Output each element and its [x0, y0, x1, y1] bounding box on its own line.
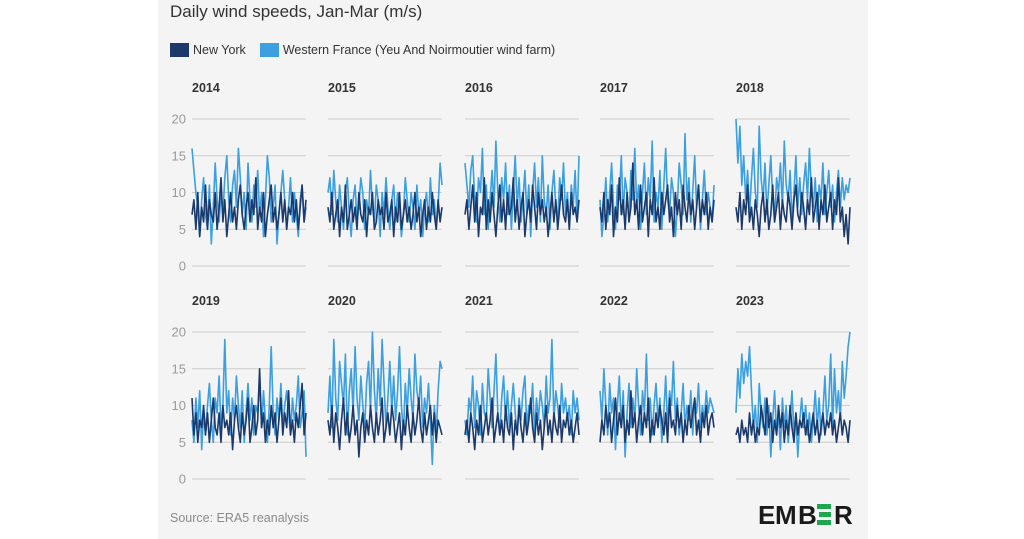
- ember-logo-letter: R: [834, 501, 853, 529]
- series-line-western-france: [327, 331, 443, 466]
- y-tick-label: 15: [172, 148, 186, 163]
- panel-2014: 0 5 10 15 20 2014: [172, 81, 307, 274]
- legend-entry-western-france: Western France (Yeu And Noirmoutier wind…: [259, 43, 556, 57]
- series-line-new-york: [327, 184, 443, 238]
- series-line-new-york: [599, 162, 715, 238]
- panel-2015: 2015: [327, 81, 443, 267]
- y-tick-label: 5: [179, 435, 186, 450]
- ember-logo-bar: [817, 504, 831, 509]
- panel-2020: 2020: [327, 294, 443, 480]
- panel-title-2022: 2022: [600, 294, 628, 308]
- panel-title-2019: 2019: [192, 294, 220, 308]
- panel-title-2015: 2015: [328, 81, 356, 95]
- panel-title-2023: 2023: [736, 294, 764, 308]
- panel-2022: 2022: [599, 294, 715, 480]
- series-line-new-york: [191, 367, 307, 451]
- series-line-western-france: [735, 331, 851, 458]
- panel-title-2017: 2017: [600, 81, 628, 95]
- panel-title-2018: 2018: [736, 81, 764, 95]
- y-tick-label: 10: [172, 185, 186, 200]
- legend-swatch-new-york: [170, 43, 189, 57]
- legend-label-new-york: New York: [193, 43, 246, 57]
- ember-logo-letter: E: [758, 501, 775, 529]
- panel-2019: 0 5 10 15 20 2019: [172, 294, 307, 487]
- legend-label-western-france: Western France (Yeu And Noirmoutier wind…: [282, 43, 556, 57]
- y-tick-label: 10: [172, 398, 186, 413]
- y-tick-label: 20: [172, 112, 186, 127]
- panel-title-2016: 2016: [465, 81, 493, 95]
- panel-title-2014: 2014: [192, 81, 220, 95]
- y-tick-label: 15: [172, 361, 186, 376]
- series-line-western-france: [464, 338, 580, 436]
- legend-entry-new-york: New York: [170, 43, 246, 57]
- panel-2017: 2017: [599, 81, 715, 267]
- series-line-new-york: [191, 177, 307, 238]
- y-tick-label: 5: [179, 222, 186, 237]
- legend: New York Western France (Yeu And Noirmou…: [170, 43, 569, 57]
- series-line-new-york: [735, 397, 851, 444]
- ember-logo-bar: [817, 520, 831, 525]
- panel-2023: 2023: [735, 294, 851, 480]
- series-line-new-york: [464, 177, 580, 238]
- panel-title-2021: 2021: [465, 294, 493, 308]
- series-line-western-france: [191, 338, 307, 457]
- panel-2016: 2016: [464, 81, 580, 267]
- series-line-new-york: [735, 177, 851, 245]
- series-line-new-york: [464, 397, 580, 451]
- panel-2018: 2018: [735, 81, 851, 267]
- legend-swatch-western-france: [259, 43, 279, 57]
- series-line-western-france: [464, 140, 580, 238]
- ember-logo-letter: M: [775, 501, 797, 529]
- series-line-western-france: [599, 353, 715, 458]
- y-tick-label: 0: [179, 472, 186, 487]
- y-tick-label: 20: [172, 325, 186, 340]
- series-line-new-york: [327, 397, 443, 458]
- series-line-new-york: [599, 389, 715, 444]
- ember-logo-bar: [819, 512, 831, 517]
- panel-2021: 2021: [464, 294, 580, 480]
- chart-title: Daily wind speeds, Jan-Mar (m/s): [170, 2, 423, 21]
- source-note: Source: ERA5 reanalysis: [170, 511, 309, 525]
- panel-title-2020: 2020: [328, 294, 356, 308]
- y-tick-label: 0: [179, 259, 186, 274]
- ember-logo-letter: B: [798, 501, 817, 529]
